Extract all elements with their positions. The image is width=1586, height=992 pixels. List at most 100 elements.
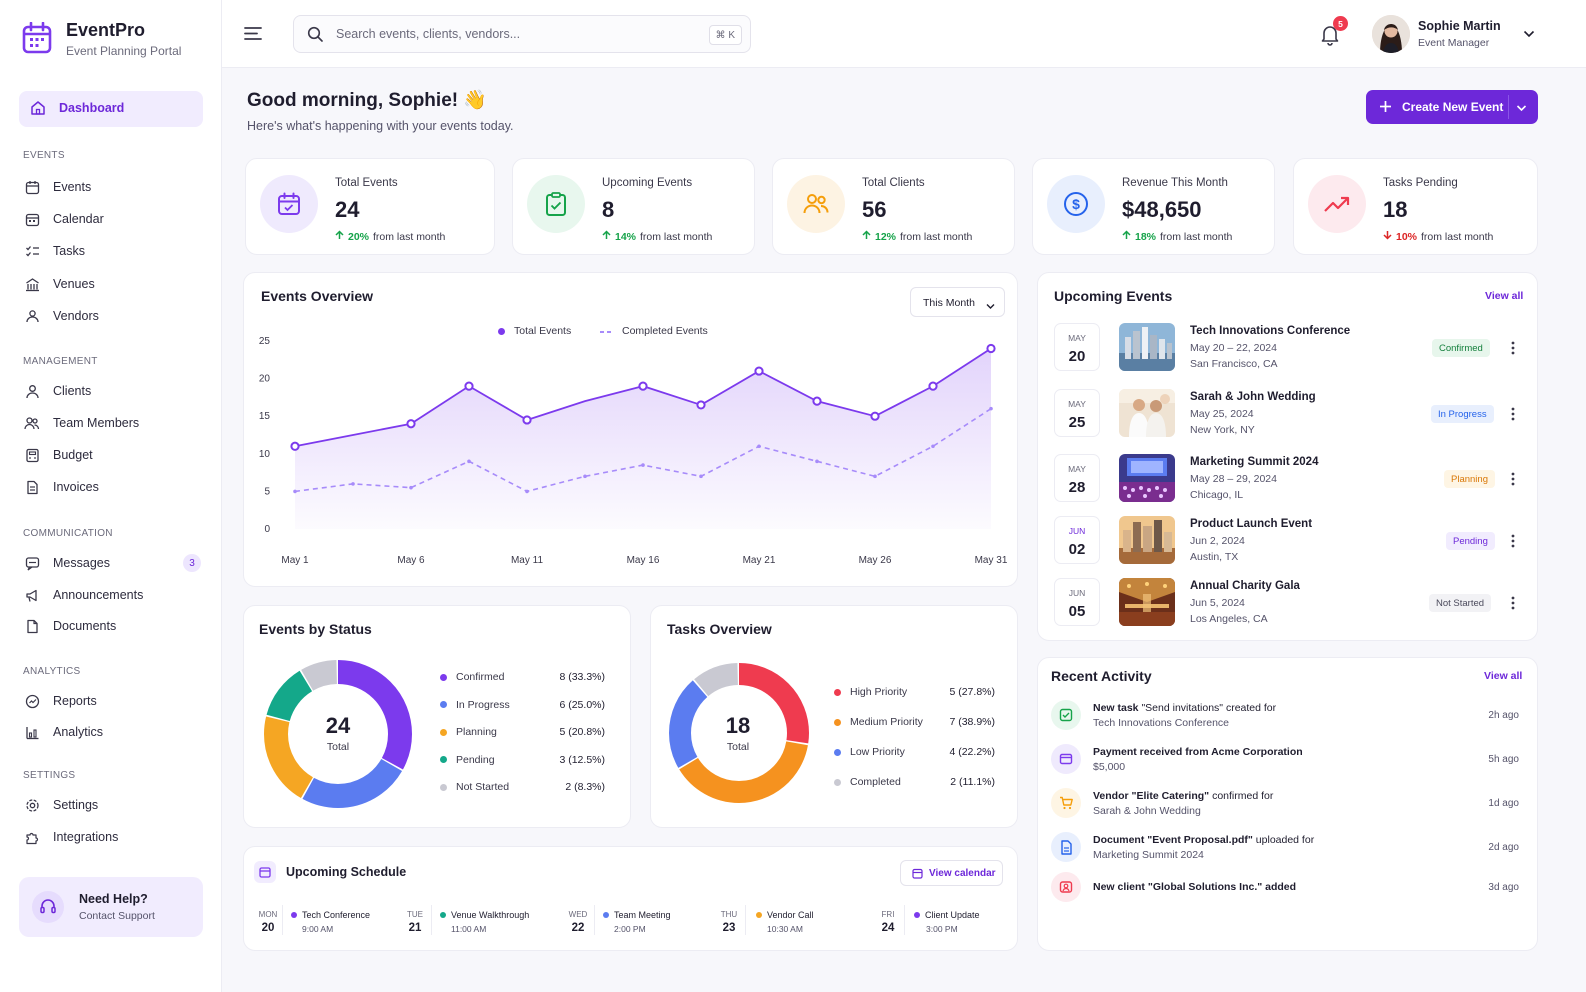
more-options-icon[interactable] bbox=[1511, 534, 1515, 548]
sidebar-item-announcements[interactable]: Announcements bbox=[24, 584, 143, 606]
upcoming-view-all-link[interactable]: View all bbox=[1485, 290, 1524, 302]
sidebar-item-clients[interactable]: Clients bbox=[24, 380, 91, 402]
stat-change: 10% bbox=[1396, 230, 1418, 243]
total-events-point bbox=[928, 381, 938, 391]
event-name[interactable]: Annual Charity Gala bbox=[1190, 580, 1300, 592]
sidebar-item-reports[interactable]: Reports bbox=[24, 690, 97, 712]
event-name[interactable]: Sarah & John Wedding bbox=[1190, 391, 1316, 403]
legend-item: Medium Priority bbox=[834, 716, 923, 728]
completed-events-point bbox=[293, 489, 297, 494]
activity-text-rest: uploaded for bbox=[1252, 834, 1315, 846]
sidebar-item-vendors[interactable]: Vendors bbox=[24, 305, 99, 327]
stat-trend: 18% from last month bbox=[1122, 230, 1232, 243]
y-tick-label: 15 bbox=[259, 411, 271, 422]
search-input[interactable]: Search events, clients, vendors... ⌘ K bbox=[293, 15, 751, 53]
chevron-down-icon[interactable] bbox=[1516, 102, 1527, 116]
bell-icon[interactable] bbox=[1320, 24, 1340, 49]
sidebar-item-events[interactable]: Events bbox=[24, 176, 91, 198]
sidebar-item-calendar[interactable]: Calendar bbox=[24, 208, 104, 230]
app-subtitle: Event Planning Portal bbox=[66, 44, 182, 58]
more-options-icon[interactable] bbox=[1511, 341, 1515, 355]
legend-completed-events: Completed Events bbox=[600, 325, 708, 337]
activity-text: Document "Event Proposal.pdf" uploaded f… bbox=[1093, 834, 1314, 846]
activity-time: 2d ago bbox=[1488, 842, 1519, 853]
period-select[interactable]: This Month bbox=[910, 287, 1005, 317]
sidebar-item-venues[interactable]: Venues bbox=[24, 273, 95, 295]
sidebar-item-integrations[interactable]: Integrations bbox=[24, 826, 118, 848]
schedule-item-title[interactable]: Vendor Call bbox=[756, 910, 814, 920]
schedule-day: 24 bbox=[881, 922, 895, 934]
total-events-point bbox=[812, 396, 822, 406]
recent-activity-card bbox=[1037, 657, 1538, 951]
events-overview-title: Events Overview bbox=[261, 288, 374, 304]
event-name[interactable]: Product Launch Event bbox=[1190, 518, 1313, 530]
event-thumbnail-image[interactable] bbox=[1119, 578, 1175, 626]
event-thumbnail-image[interactable] bbox=[1119, 323, 1175, 371]
chevron-down-icon[interactable] bbox=[1523, 28, 1535, 42]
sidebar-item-invoices[interactable]: Invoices bbox=[24, 476, 99, 498]
megaphone-icon bbox=[24, 587, 40, 603]
legend-swatch bbox=[834, 688, 841, 696]
schedule-dow: MON bbox=[258, 910, 278, 919]
event-day: 02 bbox=[1068, 541, 1086, 558]
schedule-title-text: Venue Walkthrough bbox=[451, 910, 530, 920]
more-options-icon[interactable] bbox=[1511, 472, 1515, 486]
upcoming-schedule-title: Upcoming Schedule bbox=[286, 865, 407, 879]
stat-value: 24 bbox=[335, 197, 360, 222]
schedule-dot bbox=[291, 912, 297, 918]
sidebar-item-messages[interactable]: Messages bbox=[24, 552, 110, 574]
schedule-item-title[interactable]: Client Update bbox=[914, 910, 980, 920]
schedule-item-title[interactable]: Tech Conference bbox=[291, 910, 370, 920]
stat-label: Total Clients bbox=[862, 177, 925, 189]
sidebar-dashboard-link[interactable]: Dashboard bbox=[30, 97, 124, 119]
schedule-dow: FRI bbox=[881, 910, 895, 919]
sidebar-item-dashboard[interactable] bbox=[19, 91, 203, 127]
sidebar-item-documents[interactable]: Documents bbox=[24, 615, 116, 637]
sidebar-item-label: Clients bbox=[53, 384, 92, 398]
tasks-donut bbox=[669, 663, 809, 803]
legend-label: In Progress bbox=[456, 698, 510, 711]
event-name[interactable]: Marketing Summit 2024 bbox=[1190, 456, 1319, 468]
schedule-item-title[interactable]: Team Meeting bbox=[603, 910, 671, 920]
stat-card-total-clients: Total Clients 56 12% from last month bbox=[772, 158, 1015, 255]
more-options-icon[interactable] bbox=[1511, 596, 1515, 610]
activity-text-bold: New client "Global Solutions Inc." added bbox=[1093, 881, 1297, 893]
total-events-point bbox=[522, 415, 532, 425]
sidebar-item-analytics[interactable]: Analytics bbox=[24, 721, 103, 743]
legend-label: High Priority bbox=[850, 686, 908, 698]
page-subtitle: Here's what's happening with your events… bbox=[247, 119, 514, 133]
menu-toggle-icon[interactable] bbox=[244, 25, 262, 44]
event-thumbnail-image[interactable] bbox=[1119, 516, 1175, 564]
schedule-dow: WED bbox=[568, 910, 588, 919]
message-icon bbox=[24, 555, 40, 571]
create-event-button[interactable]: Create New Event bbox=[1366, 90, 1538, 124]
sidebar: EventPro Event Planning Portal Dashboard… bbox=[0, 0, 222, 992]
sidebar-item-tasks[interactable]: Tasks bbox=[24, 240, 85, 262]
legend-total-events: Total Events bbox=[498, 325, 571, 337]
x-tick-label: May 26 bbox=[859, 555, 892, 566]
y-tick-label: 0 bbox=[264, 524, 270, 535]
calendar-icon bbox=[260, 175, 318, 233]
event-thumbnail-image[interactable] bbox=[1119, 389, 1175, 437]
legend-value: 2 (11.1%) bbox=[950, 776, 995, 788]
schedule-item-title[interactable]: Venue Walkthrough bbox=[440, 910, 529, 920]
schedule-divider bbox=[594, 905, 595, 935]
legend-value: 5 (27.8%) bbox=[949, 686, 995, 698]
sidebar-item-settings[interactable]: Settings bbox=[24, 794, 98, 816]
sidebar-item-label: Vendors bbox=[53, 309, 99, 323]
calendar-icon bbox=[912, 868, 923, 882]
stat-label: Upcoming Events bbox=[602, 177, 693, 189]
activity-view-all-link[interactable]: View all bbox=[1484, 670, 1523, 682]
sidebar-item-budget[interactable]: Budget bbox=[24, 444, 93, 466]
event-thumbnail-image[interactable] bbox=[1119, 454, 1175, 502]
sidebar-item-label: Settings bbox=[53, 798, 99, 812]
event-name[interactable]: Tech Innovations Conference bbox=[1190, 325, 1351, 337]
view-calendar-button[interactable]: View calendar bbox=[900, 860, 1003, 886]
sidebar-item-team-members[interactable]: Team Members bbox=[24, 412, 139, 434]
legend-value: 6 (25.0%) bbox=[559, 698, 605, 711]
avatar[interactable] bbox=[1372, 15, 1410, 53]
activity-text-bold: Payment received from Acme Corporation bbox=[1093, 746, 1303, 758]
more-options-icon[interactable] bbox=[1511, 407, 1515, 421]
help-card[interactable]: Need Help? Contact Support bbox=[19, 877, 203, 937]
vendors-icon bbox=[24, 308, 40, 324]
